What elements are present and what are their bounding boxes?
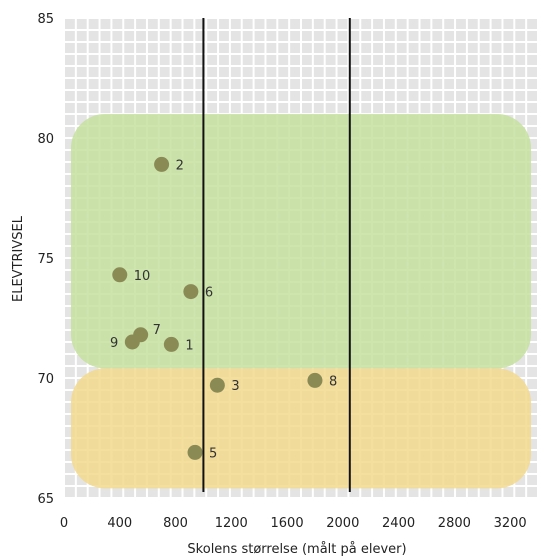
- data-point: [307, 372, 323, 388]
- y-axis-title: ELEVTRIVSEL: [11, 215, 26, 302]
- data-point: [154, 156, 170, 172]
- data-point: [112, 267, 128, 283]
- y-tick-label: 80: [37, 132, 54, 147]
- point-label: 2: [176, 158, 184, 173]
- x-tick-label: 2800: [438, 516, 471, 531]
- x-axis-title: Skolens størrelse (målt på elever): [187, 542, 406, 557]
- x-tick-label: 1600: [271, 516, 304, 531]
- y-tick-label: 70: [37, 372, 54, 387]
- x-tick-label: 2000: [326, 516, 359, 531]
- x-tick-label: 0: [60, 516, 68, 531]
- point-label: 1: [185, 338, 193, 353]
- data-point: [163, 336, 179, 352]
- y-tick-label: 85: [37, 12, 54, 27]
- x-tick-label: 400: [107, 516, 132, 531]
- point-label: 3: [231, 379, 239, 394]
- data-point: [124, 334, 140, 350]
- data-point: [187, 444, 203, 460]
- point-label: 5: [209, 446, 217, 461]
- data-point: [209, 377, 225, 393]
- x-tick-label: 800: [163, 516, 188, 531]
- y-tick-label: 65: [37, 492, 54, 507]
- point-label: 10: [134, 269, 151, 284]
- point-label: 6: [205, 286, 213, 301]
- point-label: 7: [153, 323, 161, 338]
- band-green: [70, 114, 532, 369]
- x-tick-label: 2400: [382, 516, 415, 531]
- point-label: 9: [110, 336, 118, 351]
- data-point: [183, 284, 199, 300]
- y-tick-label: 75: [37, 252, 54, 267]
- band-yellow: [70, 368, 532, 489]
- point-label: 8: [329, 374, 337, 389]
- x-tick-label: 1200: [215, 516, 248, 531]
- x-tick-label: 3200: [494, 516, 527, 531]
